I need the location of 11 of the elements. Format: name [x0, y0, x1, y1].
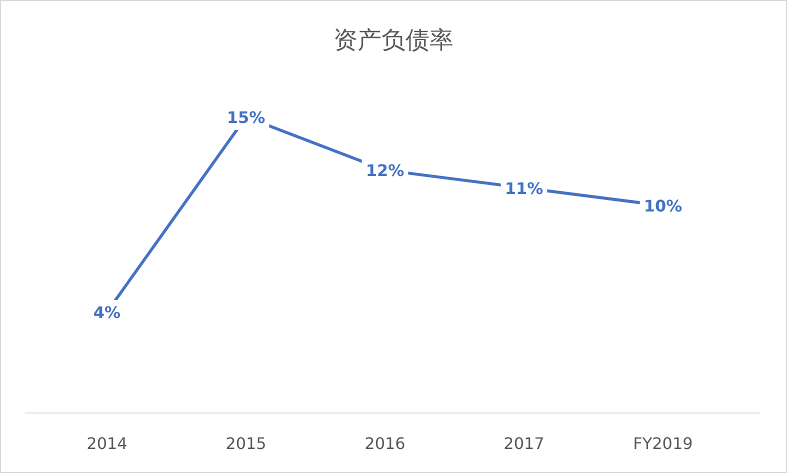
- chart-title: 资产负债率: [334, 26, 454, 54]
- data-label: 10%: [644, 196, 682, 216]
- data-label: 11%: [504, 178, 544, 198]
- x-tick-label: 2015: [226, 434, 266, 453]
- x-tick-label: 2016: [364, 434, 406, 453]
- data-label: 12%: [366, 161, 404, 180]
- x-tick-label: 2014: [86, 434, 128, 453]
- data-label: 15%: [226, 108, 266, 127]
- data-label: 4%: [93, 303, 121, 322]
- x-tick-label: 2017: [504, 434, 544, 453]
- x-tick-label: FY2019: [633, 434, 693, 453]
